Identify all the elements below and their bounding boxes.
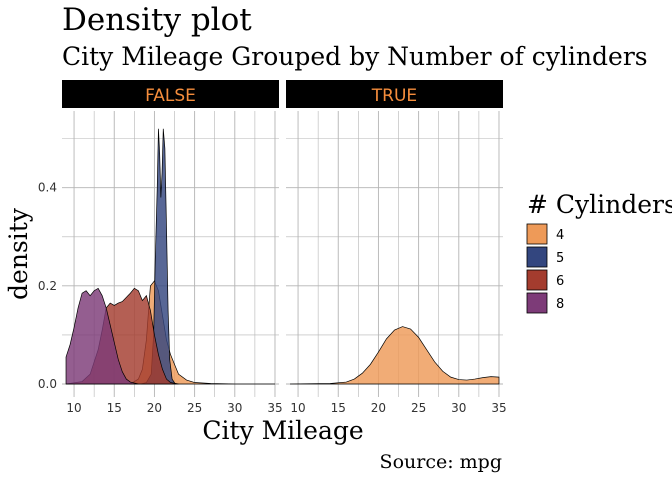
facet-strip-false <box>62 80 279 108</box>
x-tick-label: 15 <box>331 401 346 415</box>
x-tick-label: 15 <box>107 401 122 415</box>
legend: # Cylinders 4 5 6 8 <box>526 190 672 314</box>
y-axis-label: density <box>4 207 33 300</box>
facet-strip-true <box>286 80 503 108</box>
facet-panels: 10 15 20 25 30 35 10 15 20 25 30 35 0.0 0.2 0.4 <box>38 111 507 415</box>
x-axis-label: City Mileage <box>202 416 363 445</box>
x-tick-label: 30 <box>227 401 242 415</box>
legend-label-8: 8 <box>556 297 564 312</box>
x-tick-label: 35 <box>267 401 282 415</box>
y-tick-label: 0.2 <box>38 279 57 293</box>
x-tick-label: 35 <box>491 401 506 415</box>
x-tick-label: 10 <box>66 401 81 415</box>
chart-caption: Source: mpg <box>380 451 502 473</box>
chart-title: Density plot <box>62 2 252 38</box>
x-tick-label: 20 <box>371 401 386 415</box>
y-tick-label: 0.0 <box>38 377 57 391</box>
legend-title: # Cylinders <box>527 190 672 219</box>
legend-label-4: 4 <box>556 228 564 243</box>
x-tick-label: 30 <box>451 401 466 415</box>
y-tick-label: 0.4 <box>38 181 57 195</box>
legend-swatch-4 <box>526 223 548 245</box>
legend-items: 4 5 6 8 <box>526 223 564 314</box>
panel-true: 10 15 20 25 30 35 <box>286 111 507 415</box>
x-tick-label: 10 <box>290 401 305 415</box>
density-area-4-cyl-true <box>290 326 500 385</box>
x-tick-label: 25 <box>187 401 202 415</box>
legend-label-5: 5 <box>556 251 564 266</box>
facet-strip-label-false: FALSE <box>145 86 196 106</box>
legend-swatch-6 <box>526 269 548 291</box>
facet-strip-label-true: TRUE <box>371 86 417 106</box>
x-tick-label: 20 <box>147 401 162 415</box>
x-tick-label: 25 <box>411 401 426 415</box>
panel-false: 10 15 20 25 30 35 <box>62 111 283 415</box>
legend-label-6: 6 <box>556 274 564 289</box>
chart-subtitle: City Mileage Grouped by Number of cylind… <box>62 42 648 71</box>
density-area-8-cyl-false <box>65 287 139 385</box>
legend-swatch-8 <box>526 292 548 314</box>
legend-swatch-5 <box>526 246 548 268</box>
